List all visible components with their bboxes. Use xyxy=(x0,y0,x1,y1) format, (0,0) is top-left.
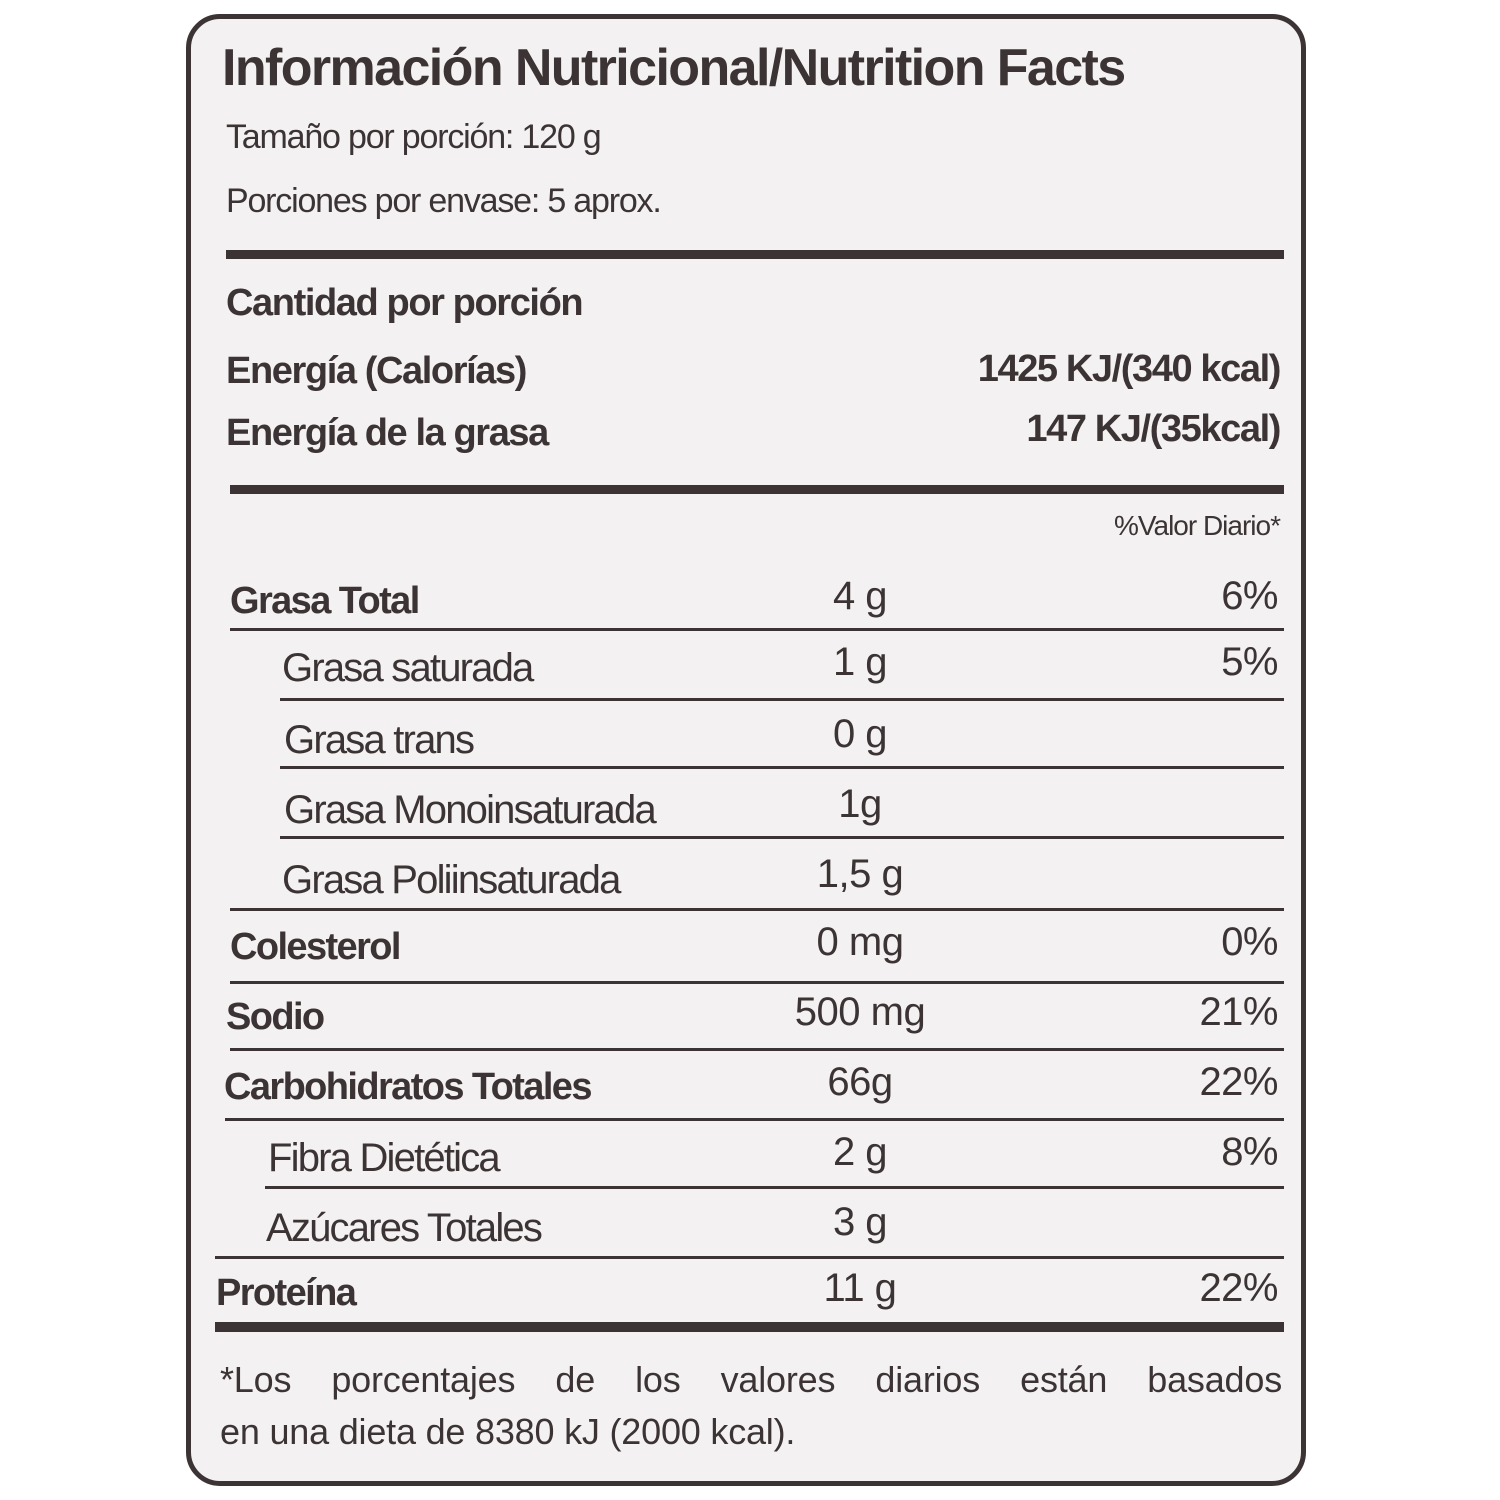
daily-value: 22% xyxy=(1199,1060,1278,1104)
dv-heading: %Valor Diario* xyxy=(1114,510,1281,541)
nutrient-amount: 66g xyxy=(827,1060,893,1104)
energy-value: 1425 KJ/(340 kcal) xyxy=(977,348,1282,390)
nutrient-label: Fibra Dietética xyxy=(268,1136,501,1180)
thick-rule xyxy=(226,250,1284,259)
nutrient-label: Grasa Monoinsaturada xyxy=(284,788,657,832)
nutrient-amount: 0 mg xyxy=(816,920,904,964)
row-rule xyxy=(280,836,1284,839)
daily-value: 6% xyxy=(1221,574,1278,618)
nutrient-amount: 2 g xyxy=(832,1130,888,1174)
serving-size: Tamaño por porción: 120 g xyxy=(226,118,602,156)
thick-rule xyxy=(230,485,1284,494)
nutrient-amount: 1g xyxy=(838,782,882,826)
nutrient-label: Grasa trans xyxy=(284,718,475,762)
row-rule xyxy=(215,1322,1284,1332)
nutrient-amount: 1,5 g xyxy=(816,852,904,896)
amount-heading: Cantidad por porción xyxy=(226,282,584,324)
label-panel xyxy=(186,14,1306,1486)
nutrient-amount: 1 g xyxy=(832,640,888,684)
nutrient-label: Azúcares Totales xyxy=(266,1206,543,1250)
row-rule xyxy=(215,1256,1284,1259)
daily-value: 8% xyxy=(1221,1130,1278,1174)
nutrient-amount: 500 mg xyxy=(794,990,926,1034)
row-rule xyxy=(230,981,1284,984)
nutrient-label: Proteína xyxy=(216,1272,357,1314)
energy-label: Energía (Calorías) xyxy=(226,350,527,392)
nutrient-amount: 4 g xyxy=(832,574,888,618)
nutrient-label: Sodio xyxy=(226,996,325,1038)
footnote-line: en una dieta de 8380 kJ (2000 kcal). xyxy=(220,1411,796,1452)
nutrient-label: Colesterol xyxy=(230,926,401,968)
row-rule xyxy=(225,1118,1284,1121)
footnote-line: *Los porcentajes de los valores diarios … xyxy=(220,1359,1282,1400)
daily-value: 22% xyxy=(1199,1266,1278,1310)
row-rule xyxy=(280,698,1284,701)
row-rule xyxy=(230,1048,1284,1051)
daily-value: 0% xyxy=(1221,920,1278,964)
title: Información Nutricional/Nutrition Facts xyxy=(222,39,1126,97)
nutrient-label: Grasa saturada xyxy=(282,646,534,690)
nutrient-amount: 11 g xyxy=(823,1266,897,1310)
row-rule xyxy=(230,908,1284,911)
fat-energy-value: 147 KJ/(35kcal) xyxy=(1026,408,1281,450)
fat-energy-label: Energía de la grasa xyxy=(226,412,549,454)
nutrient-label: Grasa Poliinsaturada xyxy=(282,858,621,902)
servings: Porciones por envase: 5 aprox. xyxy=(226,182,662,220)
nutrient-amount: 3 g xyxy=(832,1200,888,1244)
nutrient-label: Grasa Total xyxy=(230,580,420,622)
nutrient-label: Carbohidratos Totales xyxy=(224,1066,592,1108)
nutrient-amount: 0 g xyxy=(832,712,888,756)
row-rule xyxy=(280,766,1284,769)
row-rule xyxy=(230,628,1284,631)
row-rule xyxy=(265,1186,1284,1189)
daily-value: 5% xyxy=(1221,640,1278,684)
daily-value: 21% xyxy=(1199,990,1278,1034)
